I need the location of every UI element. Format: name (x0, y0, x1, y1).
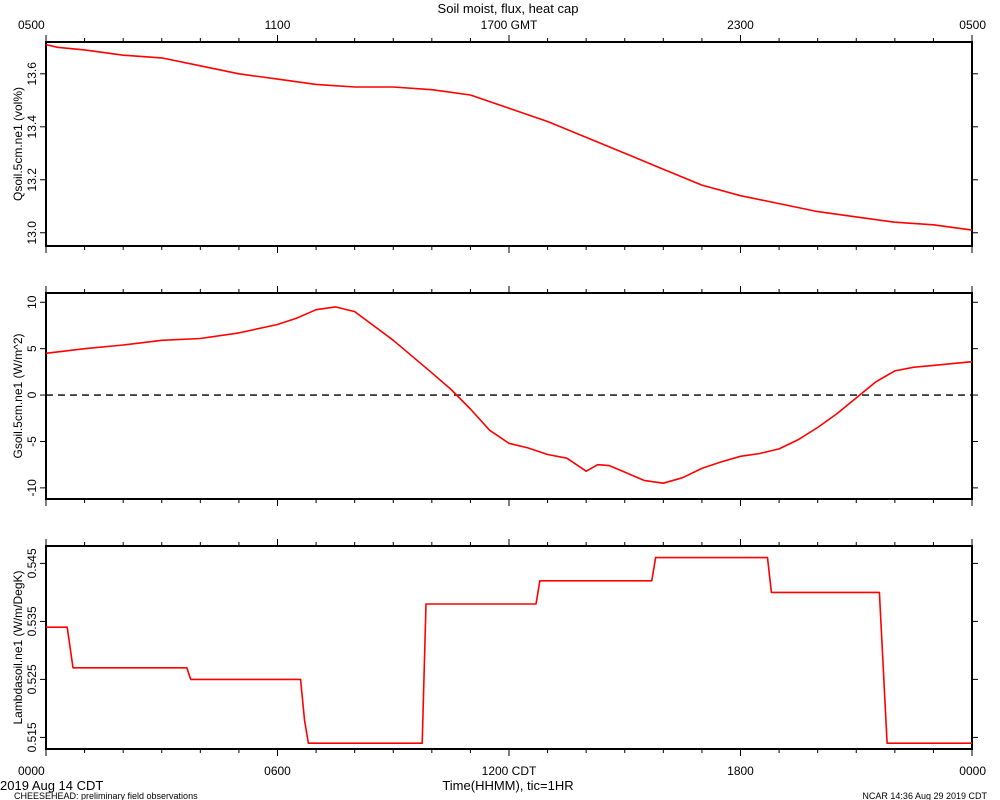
series-line (45, 43, 973, 231)
bottom-tick-label: 0000 (18, 764, 45, 778)
footer-left: CHEESEHEAD: preliminary field observatio… (14, 791, 198, 800)
bottom-tick-label: 0600 (264, 764, 291, 778)
y-axis-label: Lambdasoil.ne1 (W/m/DegK) (11, 570, 25, 724)
top-tick-label: 1700 GMT (481, 18, 538, 32)
chart-title: Soil moist, flux, heat cap (438, 1, 579, 16)
panel-frame (45, 292, 973, 500)
y-tick-label: 13.0 (25, 221, 39, 245)
y-tick-label: 0.515 (25, 722, 39, 752)
bottom-tick-label: 1800 (727, 764, 754, 778)
y-tick-label: 13.4 (25, 115, 39, 139)
y-tick-label: 5 (25, 345, 39, 352)
top-tick-label: 1100 (265, 18, 291, 32)
y-tick-label: 0.535 (25, 606, 39, 636)
y-tick-label: 0.545 (25, 548, 39, 578)
top-tick-label: 0500 (959, 18, 986, 32)
y-axis-label: Qsoil.5cm.ne1 (vol%) (11, 87, 25, 201)
top-tick-label: 0500 (18, 18, 45, 32)
series-line (45, 306, 973, 485)
y-tick-label: 0.525 (25, 664, 39, 694)
top-time-axis: 0500 1100 1700 GMT 2300 0500 (18, 18, 986, 32)
y-axis-label: Gsoil.5cm.ne1 (W/m^2) (11, 334, 25, 459)
y-tick-label: 0 (25, 391, 39, 398)
panel-frame (45, 545, 973, 750)
panel-2: -10 -5 0 5 10 Gsoil.5cm.ne1 (W/m^2) (11, 286, 978, 506)
panel-frame (45, 41, 973, 247)
y-tick-label: -10 (25, 479, 39, 497)
y-tick-label: 10 (25, 295, 39, 309)
date-label: 2019 Aug 14 CDT (0, 778, 103, 793)
series-line (46, 556, 972, 745)
y-tick-label: 13.2 (25, 168, 39, 192)
x-axis-label: Time(HHMM), tic=1HR (442, 778, 573, 793)
y-tick-label: 13.6 (25, 62, 39, 86)
bottom-tick-label: 0000 (959, 764, 986, 778)
bottom-tick-label: 1200 CDT (482, 764, 537, 778)
top-tick-label: 2300 (727, 18, 754, 32)
bottom-time-axis: 0000 0600 1200 CDT 1800 0000 (18, 764, 986, 778)
footer-right: NCAR 14:36 Aug 29 2019 CDT (862, 791, 987, 800)
y-tick-label: -5 (25, 436, 39, 447)
